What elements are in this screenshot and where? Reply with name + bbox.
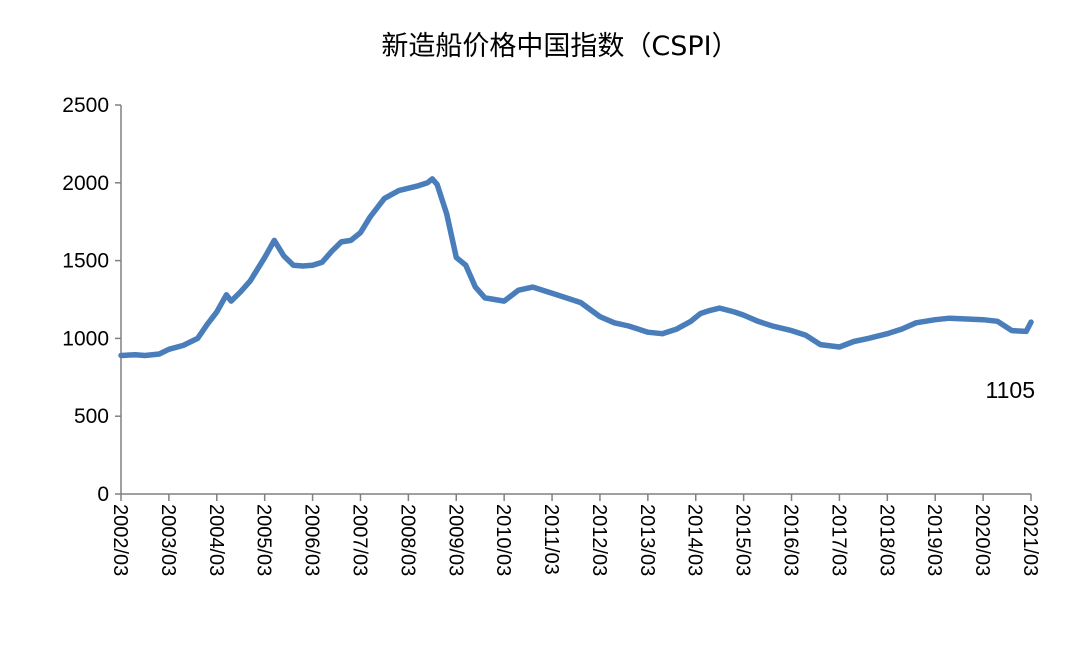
y-tick-label: 0 bbox=[97, 483, 109, 506]
x-tick-label: 2017/03 bbox=[827, 504, 849, 576]
x-tick-label: 2019/03 bbox=[923, 504, 945, 576]
x-tick-label: 2004/03 bbox=[205, 504, 227, 576]
x-tick-label: 2005/03 bbox=[253, 504, 275, 576]
last-value-label: 1105 bbox=[986, 377, 1035, 403]
x-tick-label: 2009/03 bbox=[444, 504, 466, 576]
x-tick-label: 2010/03 bbox=[492, 504, 514, 576]
x-tick-label: 2008/03 bbox=[396, 504, 418, 576]
y-tick-label: 2500 bbox=[62, 94, 109, 117]
y-tick-label: 500 bbox=[74, 405, 109, 428]
y-axis: 0 500 1000 1500 2000 2500 bbox=[62, 94, 122, 506]
y-tick-label: 1500 bbox=[62, 250, 109, 273]
x-axis: 2002/03 2003/03 2004/03 2005/03 2006/03 2007/… bbox=[109, 493, 1041, 576]
x-tick-label: 2021/03 bbox=[1019, 504, 1041, 576]
y-tick-label: 2000 bbox=[62, 172, 109, 195]
plot-area bbox=[118, 176, 1034, 359]
x-tick-label: 2018/03 bbox=[875, 504, 897, 576]
x-tick-label: 2013/03 bbox=[636, 504, 658, 576]
chart-title: 新造船价格中国指数（CSPI） bbox=[381, 31, 738, 62]
x-tick-label: 2016/03 bbox=[780, 504, 802, 576]
x-tick-label: 2014/03 bbox=[684, 504, 706, 576]
x-tick-label: 2007/03 bbox=[348, 504, 370, 576]
x-tick-label: 2003/03 bbox=[157, 504, 179, 576]
x-tick-label: 2015/03 bbox=[732, 504, 754, 576]
y-tick-label: 1000 bbox=[62, 327, 109, 350]
x-tick-label: 2002/03 bbox=[109, 504, 131, 576]
x-tick-label: 2020/03 bbox=[971, 504, 993, 576]
x-tick-label: 2012/03 bbox=[588, 504, 610, 576]
series-line-0 bbox=[118, 176, 1034, 359]
x-tick-label: 2006/03 bbox=[301, 504, 323, 576]
x-tick-label: 2011/03 bbox=[540, 504, 562, 575]
